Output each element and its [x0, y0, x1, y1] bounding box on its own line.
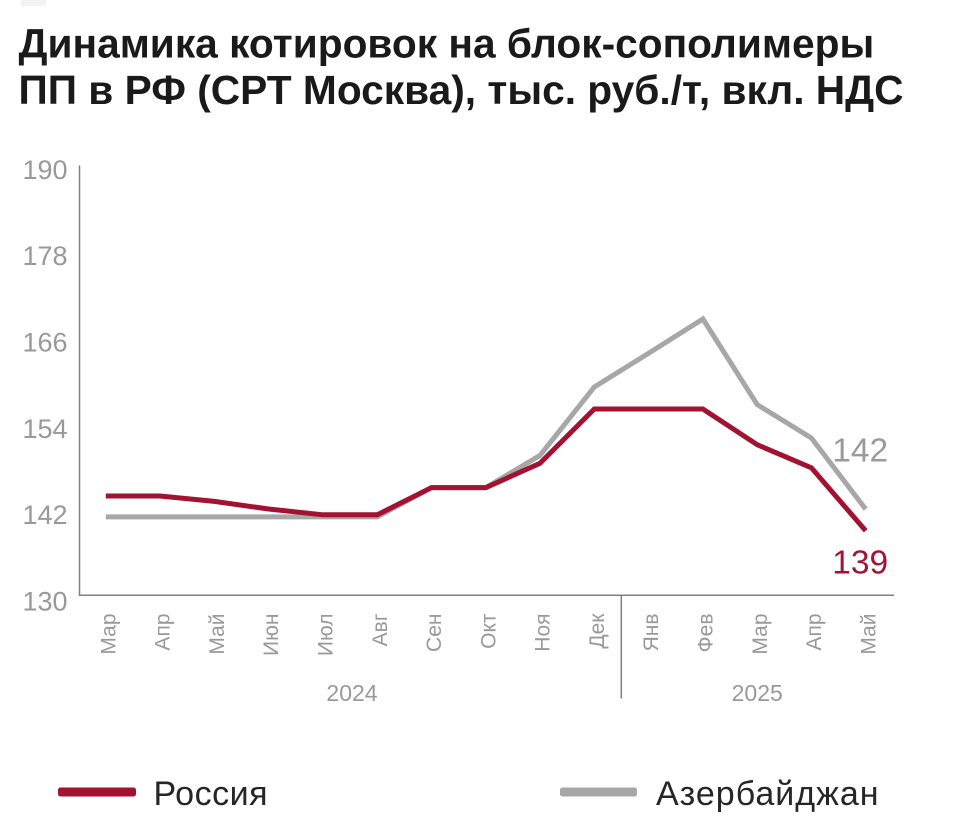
svg-text:Фев: Фев	[695, 614, 718, 653]
svg-text:Динамика котировок на блок-соп: Динамика котировок на блок-сополимеры	[19, 21, 875, 67]
svg-text:Дек: Дек	[586, 613, 609, 649]
svg-text:Мар: Мар	[749, 614, 772, 655]
svg-text:139: 139	[832, 545, 888, 582]
svg-text:154: 154	[22, 414, 67, 444]
svg-text:Май: Май	[206, 614, 229, 655]
svg-text:142: 142	[22, 500, 67, 530]
svg-text:Июн: Июн	[260, 614, 283, 656]
svg-text:2024: 2024	[326, 680, 377, 706]
svg-text:142: 142	[832, 432, 888, 469]
svg-text:Авг: Авг	[369, 613, 392, 646]
svg-text:Россия: Россия	[154, 775, 269, 813]
svg-text:Сен: Сен	[423, 614, 446, 652]
svg-text:Мар: Мар	[97, 614, 120, 655]
svg-text:2025: 2025	[732, 680, 783, 706]
svg-text:Май: Май	[857, 614, 880, 655]
svg-text:Июл: Июл	[315, 614, 338, 657]
svg-text:Ноя: Ноя	[532, 614, 555, 652]
svg-text:Окт: Окт	[477, 613, 500, 649]
svg-text:130: 130	[22, 587, 67, 617]
svg-text:Азербайджан: Азербайджан	[656, 775, 880, 813]
svg-text:178: 178	[22, 241, 67, 271]
svg-text:Апр: Апр	[152, 614, 175, 651]
svg-text:190: 190	[22, 155, 67, 185]
svg-text:Янв: Янв	[640, 614, 663, 652]
svg-text:166: 166	[22, 328, 67, 358]
svg-text:Апр: Апр	[803, 614, 826, 651]
svg-text:ПП в РФ (СРТ Москва), тыс. руб: ПП в РФ (СРТ Москва), тыс. руб./т, вкл. …	[19, 67, 904, 113]
